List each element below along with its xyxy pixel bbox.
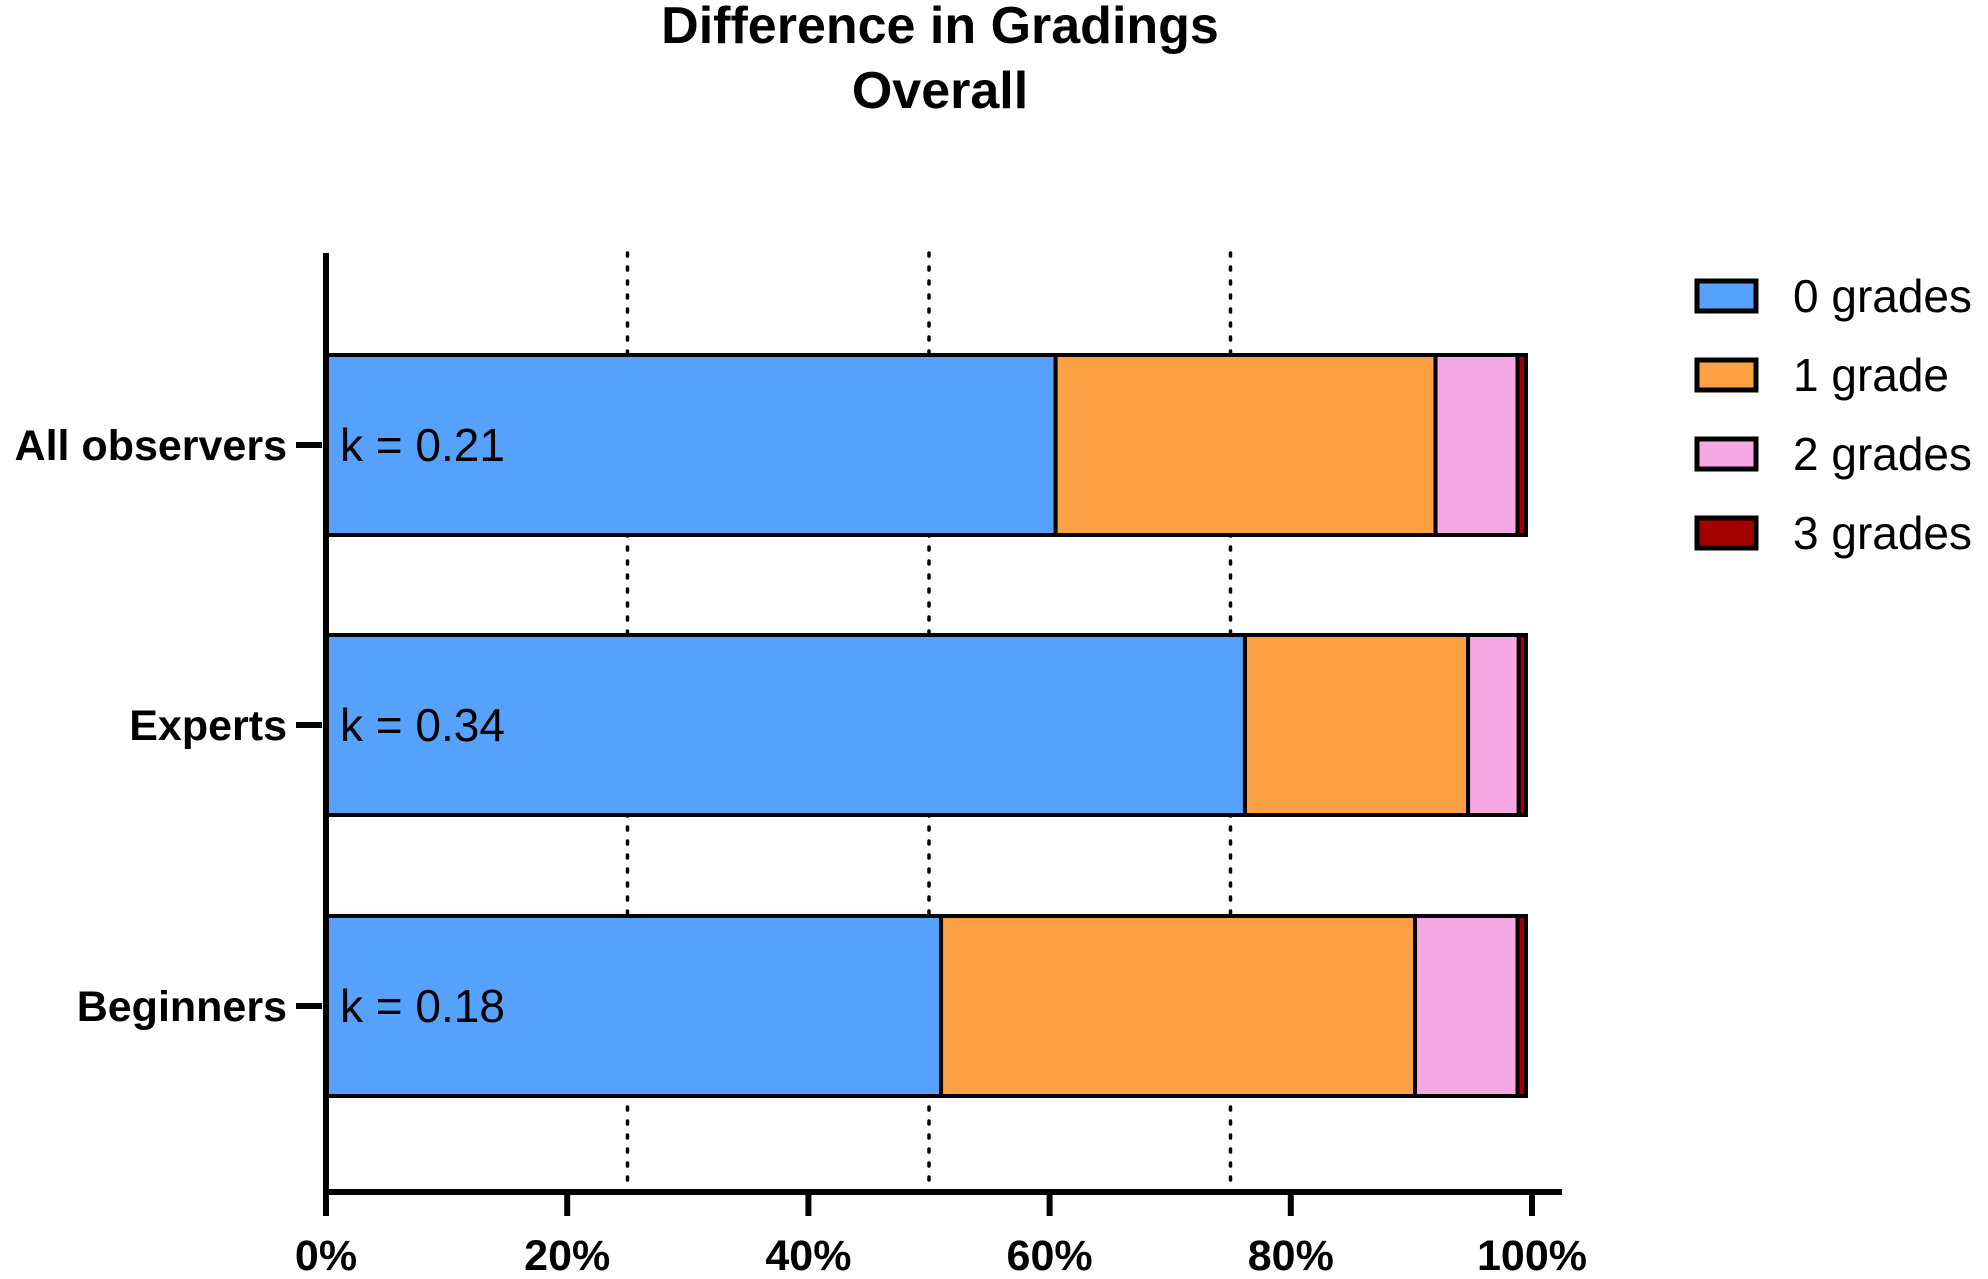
bar-group-1: k = 0.21 <box>324 353 1532 537</box>
legend-swatch <box>1694 515 1759 551</box>
category-label: Experts <box>129 702 287 750</box>
x-tick-label: 80% <box>1248 1232 1334 1274</box>
chart-title: Difference in Gradings <box>661 0 1219 55</box>
legend-label: 3 grades <box>1793 507 1972 559</box>
bar-segment <box>1516 633 1528 817</box>
category-label: All observers <box>15 422 287 470</box>
bar-segment <box>1053 353 1438 537</box>
legend: 0 grades 1 grade 2 grades 3 grades <box>1694 270 1972 559</box>
bar-segment <box>1413 914 1520 1098</box>
x-tick-label: 100% <box>1477 1232 1587 1274</box>
bar-segment <box>324 633 1247 817</box>
bar-segment <box>1433 353 1520 537</box>
legend-swatch <box>1694 278 1759 314</box>
bar-group-2: k = 0.34 <box>324 633 1532 817</box>
bar-group-3: k = 0.18 <box>324 914 1532 1098</box>
bar-segment <box>1242 633 1471 817</box>
legend-item-3: 2 grades <box>1694 428 1972 480</box>
bar-segment <box>1466 633 1521 817</box>
axes-layer: All observers Experts Beginners 0% 20% 40% 60%… <box>15 253 1587 1279</box>
kappa-annotation: k = 0.21 <box>340 419 505 471</box>
category-label: Beginners <box>77 983 287 1031</box>
legend-item-2: 1 grade <box>1694 349 1949 401</box>
legend-item-4: 3 grades <box>1694 507 1972 559</box>
legend-label: 1 grade <box>1793 349 1949 401</box>
legend-swatch <box>1694 357 1759 393</box>
bar-segment <box>1515 914 1528 1098</box>
legend-label: 2 grades <box>1793 428 1972 480</box>
x-tick-label: 20% <box>524 1232 610 1274</box>
bar-segment <box>939 914 1418 1098</box>
x-tick-label: 40% <box>765 1232 851 1274</box>
bar-segment <box>1515 353 1528 537</box>
chart-subtitle: Overall <box>852 62 1028 120</box>
x-tick-label: 60% <box>1007 1232 1093 1274</box>
bars-layer: k = 0.21 k = 0.34 k = 0.18 <box>324 353 1532 1098</box>
bar-segment <box>324 353 1058 537</box>
x-tick-label: 0% <box>295 1232 357 1274</box>
legend-item-1: 0 grades <box>1694 270 1972 322</box>
kappa-annotation: k = 0.34 <box>340 699 505 751</box>
legend-label: 0 grades <box>1793 270 1972 322</box>
kappa-annotation: k = 0.18 <box>340 980 505 1032</box>
legend-swatch <box>1694 436 1759 472</box>
